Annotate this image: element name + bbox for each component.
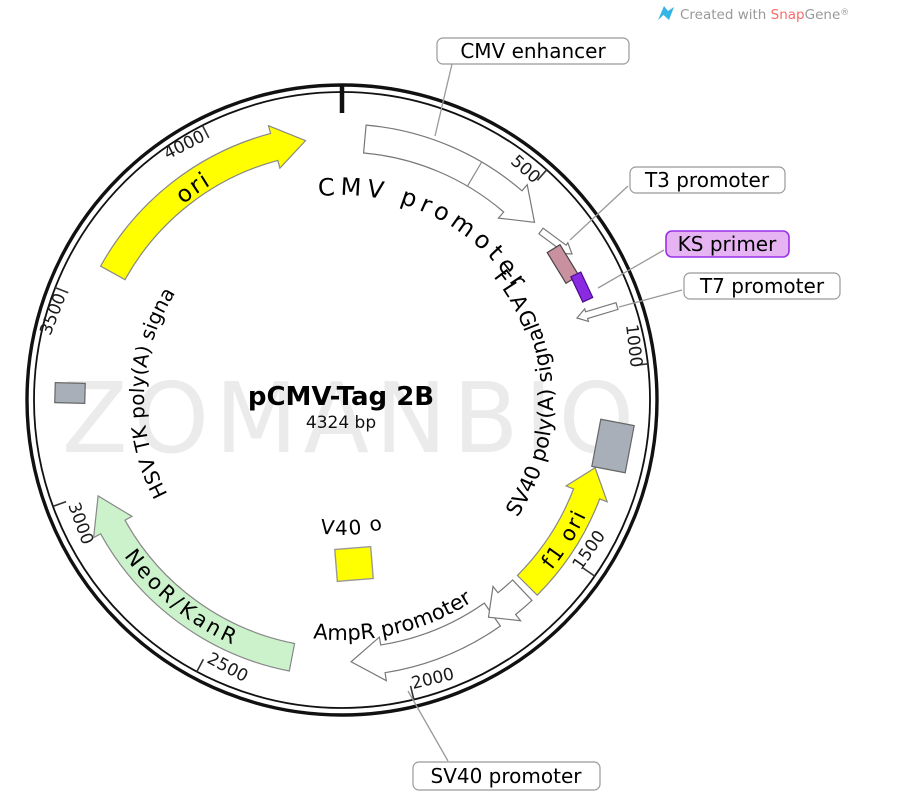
tick-500 xyxy=(536,169,548,181)
credit-brand-gene: Gene xyxy=(805,7,841,23)
flag-label[interactable]: FLAG xyxy=(489,265,542,332)
t7-promoter-arrow[interactable] xyxy=(575,301,619,323)
f1-ori-arrow[interactable] xyxy=(516,466,609,597)
sv40-polya-marker[interactable] xyxy=(591,418,635,474)
t7-promoter-leader xyxy=(618,289,683,308)
ori-arrow[interactable] xyxy=(99,124,307,281)
credit-prefix: Created with xyxy=(680,7,771,23)
t3-promoter-label[interactable]: T3 promoter xyxy=(644,168,770,192)
snapgene-logo-icon xyxy=(658,6,674,20)
sv40-promoter-label-box[interactable] xyxy=(412,761,601,791)
tick-label-4000: 4000 xyxy=(161,127,209,164)
credit-registered-mark: ® xyxy=(840,8,849,18)
tick-1500 xyxy=(582,567,596,577)
tick-3500 xyxy=(54,286,69,294)
credit-brand-snap: Snap xyxy=(771,7,805,23)
tick-2000 xyxy=(409,685,415,700)
neor-kanr-label[interactable]: NeoR/KanR xyxy=(120,544,243,650)
t7-promoter-label[interactable]: T7 promoter xyxy=(699,274,825,298)
watermark-text: ZOMANBIO xyxy=(62,362,640,475)
ks-primer-label-box[interactable] xyxy=(665,230,790,258)
tick-4000 xyxy=(201,125,210,139)
backbone-ring-outer xyxy=(25,83,659,717)
cmv-enhancer-promoter-arrow[interactable] xyxy=(362,124,536,223)
t3-promoter-label-box[interactable] xyxy=(629,166,786,194)
ks-primer-leader xyxy=(597,249,665,289)
tick-2500 xyxy=(196,658,205,672)
tick-1000 xyxy=(633,363,648,367)
hsv-tk-polya-marker[interactable] xyxy=(54,381,86,405)
tick-3000 xyxy=(52,500,67,508)
ks-primer-marker[interactable] xyxy=(570,271,594,303)
tick-label-3500: 3500 xyxy=(36,291,70,339)
snapgene-credit: Created with SnapGene® xyxy=(680,7,849,23)
t7-promoter-label-box[interactable] xyxy=(683,272,841,300)
neor-kanr-arrow[interactable] xyxy=(92,494,296,672)
cmv-enhancer-promoter-boundary xyxy=(466,161,483,187)
ampr-promoter-arrow[interactable] xyxy=(487,579,533,622)
ks-primer-label[interactable]: KS primer xyxy=(678,232,777,256)
sv40-promoter-label[interactable]: SV40 promoter xyxy=(431,764,583,788)
sv40-promoter-leader xyxy=(407,690,449,762)
plasmid-size: 4324 bp xyxy=(306,413,376,433)
t3-promoter-leader xyxy=(569,185,629,241)
cmv-enhancer-label-box[interactable] xyxy=(436,37,630,65)
sv40-ori-marker[interactable] xyxy=(334,545,374,583)
cmv-enhancer-leader xyxy=(434,63,453,137)
plasmid-name: pCMV-Tag 2B xyxy=(248,382,434,412)
sv40-promoter-arrow[interactable] xyxy=(350,602,502,682)
cmv-enhancer-label[interactable]: CMV enhancer xyxy=(460,39,606,63)
